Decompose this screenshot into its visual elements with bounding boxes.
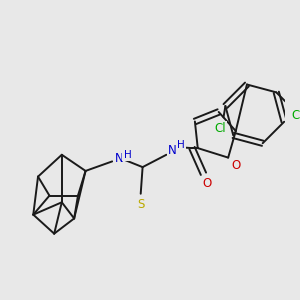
Text: O: O [231,159,240,172]
Text: N: N [168,143,176,157]
Text: O: O [202,177,212,190]
Text: H: H [124,150,131,160]
Text: N: N [115,152,123,165]
Text: Cl: Cl [214,122,226,135]
Text: H: H [177,140,184,150]
Text: Cl: Cl [291,109,300,122]
Text: S: S [137,198,144,211]
